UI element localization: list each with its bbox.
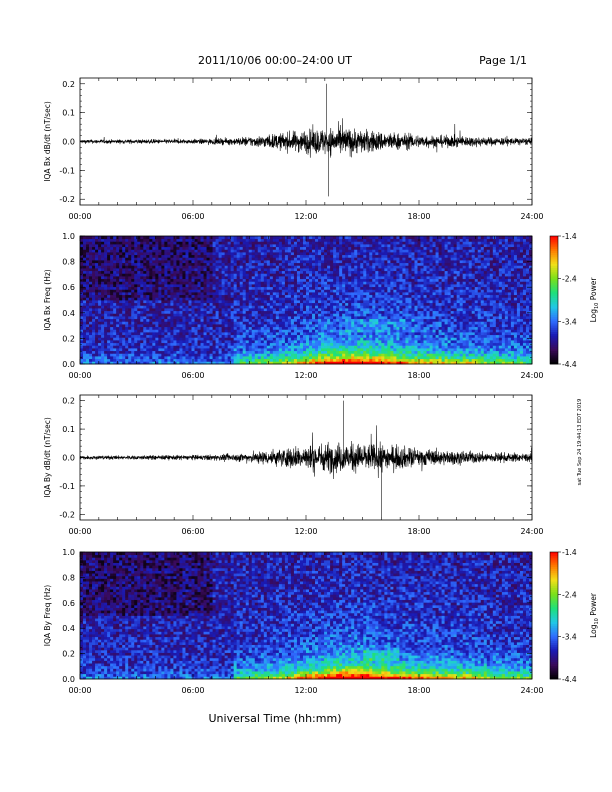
colorbar-tick-label: -1.4 [562, 548, 577, 557]
y-tick-label: 0.4 [62, 624, 75, 633]
y-axis-label: IQA By dB/dt (nT/sec) [43, 417, 52, 498]
by-dbdt-panel: 0.2 0.1 0.0 -0.1 -0.2 00:00 06:00 12:00 18:00 24:… [43, 394, 544, 536]
bx-spectrogram-panel: 1.0 0.8 0.6 0.4 0.2 0.0 00:00 06:00 12:00 18:00 24… [43, 232, 544, 380]
bx-colorbar: -1.4 -2.4 -3.4 -4.4 Log10 Power [549, 232, 600, 369]
colorbar-tick-label: -4.4 [562, 675, 577, 684]
y-tick-label: 1.0 [62, 232, 75, 241]
x-tick-label: 00:00 [68, 527, 91, 536]
y-tick-label: 1.0 [62, 548, 75, 557]
y-tick-label: -0.1 [59, 482, 75, 491]
x-tick-label: 24:00 [520, 371, 543, 380]
y-tick-label: 0.1 [62, 109, 75, 118]
x-tick-label: 18:00 [407, 527, 430, 536]
y-tick-label: -0.2 [59, 195, 75, 204]
y-axis-label: IQA Bx Freq (Hz) [43, 269, 52, 331]
y-tick-label: 0.0 [62, 138, 75, 147]
y-tick-label: -0.1 [59, 166, 75, 175]
y-axis-label: IQA Bx dB/dt (nT/sec) [43, 101, 52, 182]
x-tick-label: 06:00 [181, 527, 204, 536]
y-tick-label: 0.2 [62, 334, 75, 343]
y-tick-label: 0.0 [62, 360, 75, 369]
colorbar-tick-label: -1.4 [562, 232, 577, 241]
y-tick-label: 0.8 [62, 258, 75, 267]
x-tick-label: 06:00 [181, 212, 204, 221]
y-axis-label: IQA By Freq (Hz) [43, 585, 52, 647]
colorbar-tick-label: -2.4 [562, 590, 577, 599]
page-indicator: Page 1/1 [479, 54, 527, 67]
x-tick-label: 00:00 [68, 371, 91, 380]
x-tick-label: 24:00 [520, 212, 543, 221]
colorbar-label: Log10 Power [589, 592, 600, 638]
y-tick-label: 0.2 [62, 650, 75, 659]
x-tick-label: 06:00 [181, 686, 204, 695]
x-tick-label: 24:00 [520, 686, 543, 695]
x-axis-label: Universal Time (hh:mm) [209, 712, 342, 725]
y-tick-label: -0.2 [59, 510, 75, 519]
colorbar-tick-label: -3.4 [562, 633, 577, 642]
spectrogram-cells [80, 236, 533, 365]
y-tick-label: 0.6 [62, 283, 75, 292]
by-colorbar: -1.4 -2.4 -3.4 -4.4 Log10 Power [549, 548, 600, 684]
timestamp-stamp: sat Tue Sep 24 19:44:13 EDT 2019 [577, 399, 583, 486]
y-tick-label: 0.1 [62, 425, 75, 434]
y-tick-label: 0.0 [62, 675, 75, 684]
dbdt-trace [79, 400, 533, 518]
y-tick-label: 0.2 [62, 80, 75, 89]
x-tick-label: 18:00 [407, 371, 430, 380]
by-spectrogram-panel: 1.0 0.8 0.6 0.4 0.2 0.0 00:00 06:00 12:00 18:00 24… [43, 548, 544, 695]
x-tick-label: 06:00 [181, 371, 204, 380]
colorbar-label: Log10 Power [589, 277, 600, 323]
x-tick-label: 24:00 [520, 527, 543, 536]
x-tick-label: 12:00 [294, 527, 317, 536]
y-tick-label: 0.8 [62, 573, 75, 582]
x-tick-label: 12:00 [294, 371, 317, 380]
y-tick-label: 0.6 [62, 599, 75, 608]
x-tick-label: 00:00 [68, 212, 91, 221]
x-tick-label: 18:00 [407, 212, 430, 221]
x-tick-label: 12:00 [294, 686, 317, 695]
colorbar-tick-label: -2.4 [562, 275, 577, 284]
colorbar-tick-label: -3.4 [562, 317, 577, 326]
dbdt-trace [79, 83, 533, 197]
colorbar-tick-label: -4.4 [562, 360, 577, 369]
spectrogram-cells [80, 552, 533, 680]
x-tick-label: 18:00 [407, 686, 430, 695]
y-tick-label: 0.2 [62, 397, 75, 406]
bx-dbdt-panel: 0.2 0.1 0.0 -0.1 -0.2 00:00 06:00 12:00 18:00 24:… [43, 77, 544, 221]
x-tick-label: 12:00 [294, 212, 317, 221]
y-tick-label: 0.0 [62, 454, 75, 463]
y-tick-label: 0.4 [62, 309, 75, 318]
date-range-title: 2011/10/06 00:00–24:00 UT [198, 54, 352, 67]
x-tick-label: 00:00 [68, 686, 91, 695]
